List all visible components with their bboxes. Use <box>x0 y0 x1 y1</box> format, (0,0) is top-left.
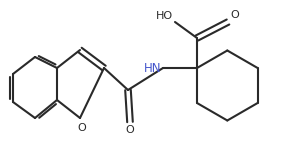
Text: HN: HN <box>144 62 161 76</box>
Text: O: O <box>126 125 134 135</box>
Text: O: O <box>230 10 239 20</box>
Text: HO: HO <box>156 11 173 21</box>
Text: O: O <box>78 123 86 133</box>
